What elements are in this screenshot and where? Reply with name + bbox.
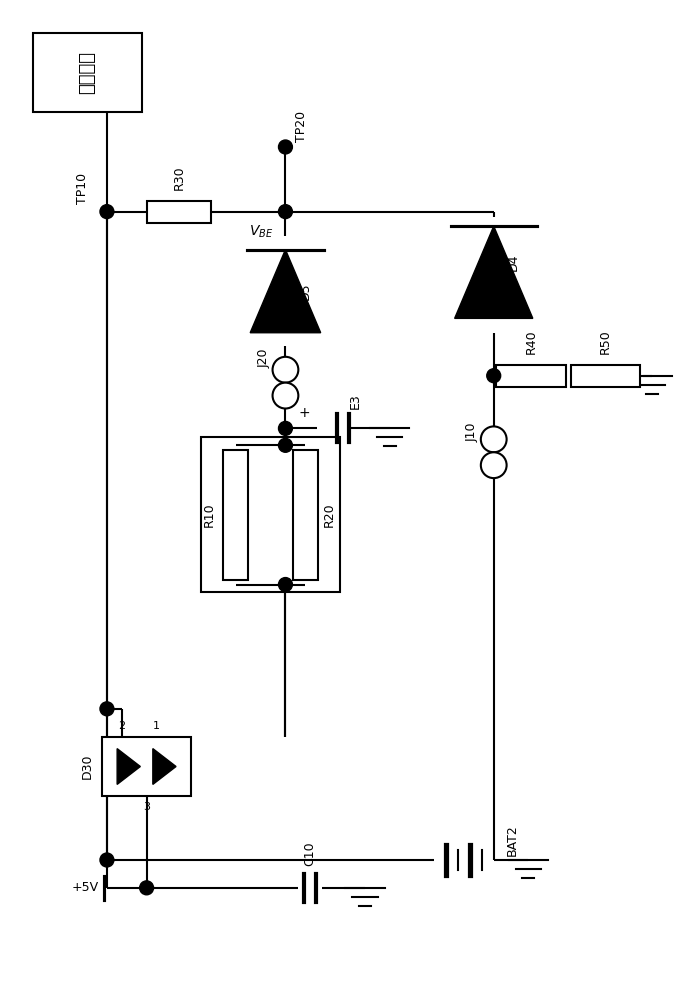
Bar (201, 437, 340, 592)
Circle shape (100, 853, 114, 867)
Polygon shape (455, 226, 533, 318)
Circle shape (272, 383, 298, 409)
Text: D5: D5 (298, 282, 312, 300)
Bar (293, 450, 318, 580)
Text: 3: 3 (143, 802, 150, 812)
Text: E3: E3 (348, 393, 361, 409)
Text: TP10: TP10 (76, 173, 89, 204)
Circle shape (481, 426, 507, 452)
Text: +: + (299, 406, 310, 420)
Circle shape (278, 438, 293, 452)
Text: BAT2: BAT2 (506, 824, 519, 856)
Circle shape (100, 205, 114, 219)
Text: J10: J10 (466, 423, 479, 442)
Circle shape (278, 421, 293, 435)
Text: R30: R30 (172, 165, 185, 190)
Circle shape (487, 369, 500, 383)
Text: R50: R50 (599, 329, 612, 354)
Text: J20: J20 (257, 348, 270, 368)
Text: D4: D4 (507, 254, 519, 271)
Text: D30: D30 (81, 754, 94, 779)
Polygon shape (250, 250, 320, 333)
Text: C10: C10 (304, 841, 316, 866)
Circle shape (278, 205, 293, 219)
Circle shape (481, 452, 507, 478)
Bar (496, 365, 566, 387)
Bar (33, 33, 142, 112)
Circle shape (278, 578, 293, 591)
Circle shape (278, 140, 293, 154)
Bar (147, 201, 211, 223)
Bar (570, 365, 640, 387)
Polygon shape (117, 749, 141, 784)
Text: 1: 1 (153, 721, 160, 731)
Text: R10: R10 (203, 503, 216, 527)
Text: TP20: TP20 (295, 111, 308, 142)
Polygon shape (153, 749, 176, 784)
Circle shape (140, 881, 153, 895)
Text: +5V: +5V (72, 881, 99, 894)
Circle shape (100, 702, 114, 716)
Bar (102, 737, 191, 796)
Bar (223, 450, 249, 580)
Text: 输出电路: 输出电路 (78, 51, 96, 94)
Text: $V_{BE}$: $V_{BE}$ (249, 224, 274, 240)
Text: R40: R40 (524, 329, 537, 354)
Text: R20: R20 (323, 503, 336, 527)
Text: 2: 2 (118, 721, 126, 731)
Circle shape (272, 357, 298, 383)
